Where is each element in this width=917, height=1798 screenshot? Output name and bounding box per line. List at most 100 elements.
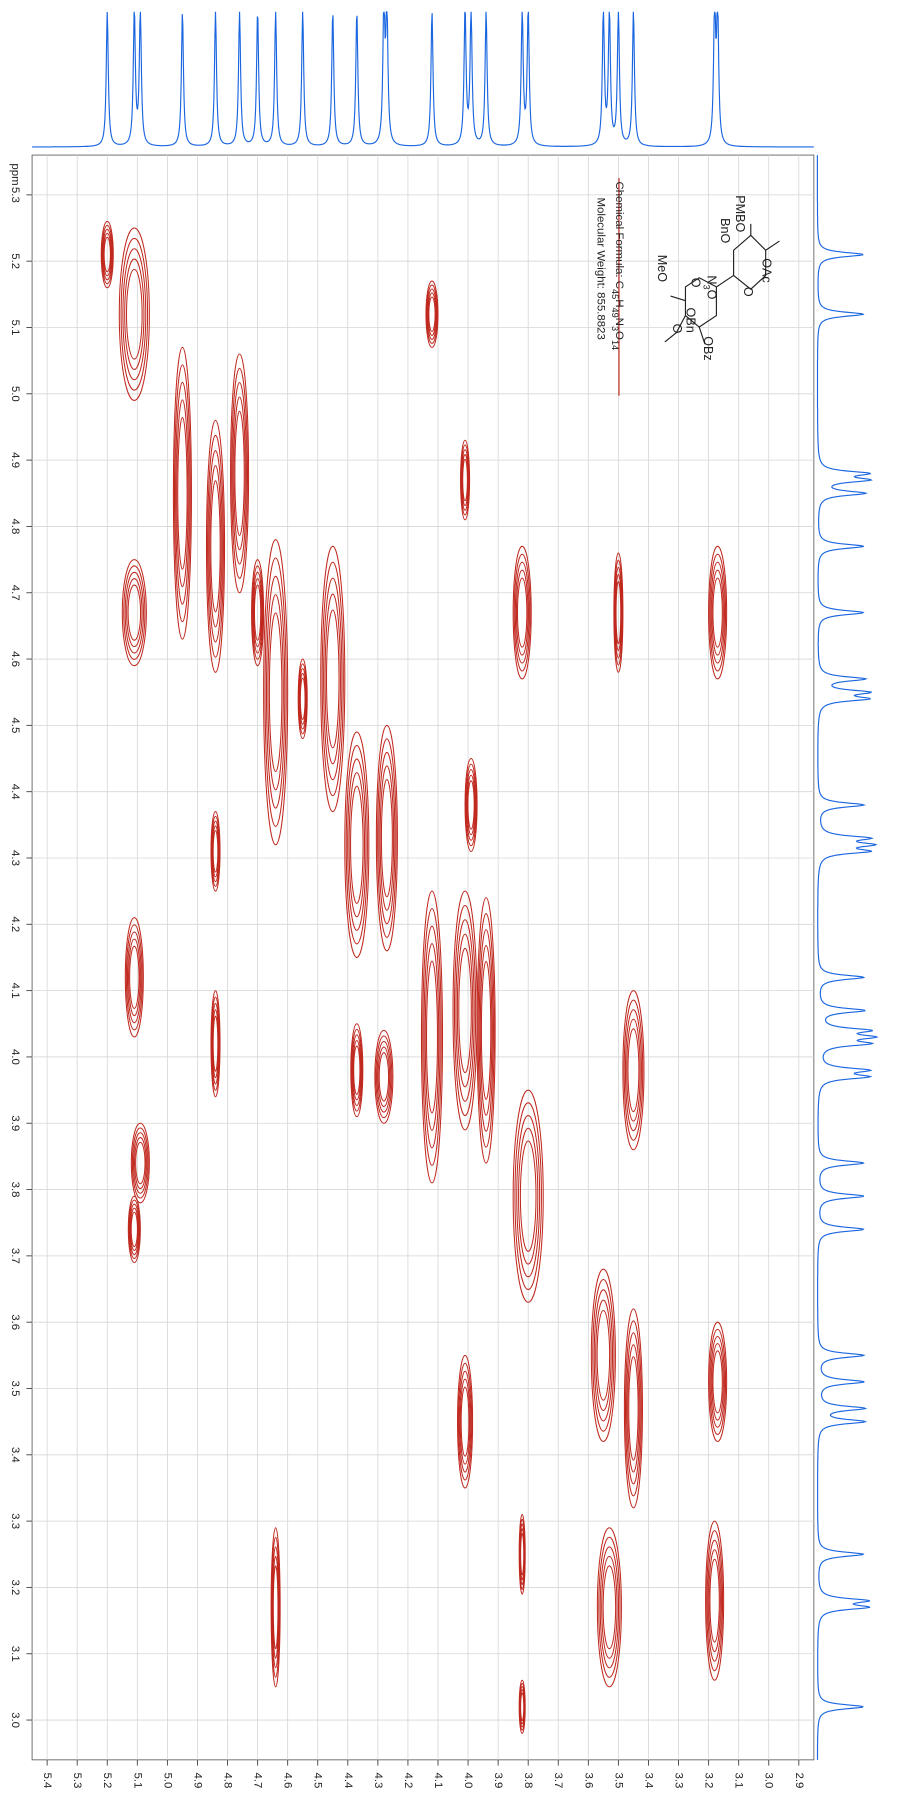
y-tick-label: 4.8 [9,518,21,534]
x-tick-label: 5.3 [71,1773,83,1789]
x-tick-label: 4.9 [191,1773,203,1789]
structure-label: MeO [655,255,669,282]
contour-peak [595,1299,612,1412]
y-tick-label: 3.2 [9,1579,21,1595]
y-tick-label: 3.8 [9,1182,21,1198]
contour-peak [376,1041,392,1113]
x-tick-label: 4.8 [221,1773,233,1789]
contour-peak [207,434,224,658]
contour-peak [707,1539,722,1662]
contour-peak [377,738,397,938]
x-tick-label: 3.6 [582,1773,594,1789]
y-tick-label: 4.5 [9,717,21,733]
contour-peak [515,569,529,656]
contour-peak [251,565,264,660]
contour-peak [478,929,494,1132]
contour-peak [124,258,145,370]
contour-peak [123,565,146,660]
contour-peak [127,1195,141,1264]
contour-peak [712,577,723,648]
contour-peak [627,1344,640,1473]
contour-peak [465,763,477,847]
contour-peak [252,571,263,654]
contour-peak [708,545,728,680]
x-tick-label: 3.2 [703,1773,715,1789]
contour-peak [706,1530,724,1672]
contour-peak [708,1549,721,1653]
contour-peak [461,454,469,506]
contour-peak [129,1207,139,1252]
contour-peak [456,933,474,1088]
contour-peak [177,416,188,570]
contour-peak [265,575,286,809]
contour-peak [103,236,111,273]
contour-peak [601,1555,618,1659]
contour-peak [351,1034,362,1106]
contour-peak [422,908,442,1166]
contour-peak [626,1332,641,1485]
contour-peak [465,769,477,841]
contour-peak [264,557,287,827]
contour-peak [271,1536,281,1678]
contour-peak [128,1199,141,1260]
contour-peak [129,1203,140,1256]
contour-peak [628,1356,639,1461]
contour-peak [518,1127,539,1265]
contour-peak [467,780,475,830]
y-tick-label: 4.7 [9,585,21,601]
contour-peak [125,924,143,1031]
structure-label: OBz [701,336,715,360]
contour-peak [351,1028,363,1112]
contour-peak [211,1002,220,1085]
contour-peak [101,224,114,285]
contour-peak [299,677,306,721]
contour-peak [520,1692,525,1722]
contour-peak [614,573,622,652]
x-tick-label: 5.4 [41,1773,53,1790]
y-tick-label: 4.9 [9,452,21,468]
contour-peak [209,465,222,628]
structure-bonds [664,223,780,345]
contour-peak [321,561,344,797]
contour-peak [135,1141,146,1185]
contour-peak [614,566,623,659]
y-tick-label: 4.1 [9,983,21,999]
contour-peak [457,1354,474,1489]
axes: 5.4 5.3 5.2 5.1 5.0 4.9 4.8 4.7 4.6 4.5 4.4 4.3 4.2 4… [9,187,805,1789]
x-tick-label: 4.6 [282,1773,294,1789]
formula: Chemical Formula: C45H49N3O14 [610,181,625,350]
x-tick-label: 4.0 [462,1773,474,1789]
structure-label: OBn [684,308,698,333]
contour-peak [129,945,140,1009]
contour-peak [476,897,496,1164]
x-tick-label: 4.3 [372,1773,384,1789]
projection-right [816,155,879,1760]
contour-peak [457,1362,473,1481]
y-tick-label: 3.3 [9,1513,21,1529]
contour-peak [211,820,220,883]
contour-peak [175,381,190,605]
structure-label: O [688,278,702,288]
contour-peak [297,658,308,740]
contour-peak [709,1328,727,1435]
contour-peak [590,1268,616,1443]
contour-peak [251,559,265,667]
contour-peak [514,561,530,664]
x-tick-label: 5.0 [161,1773,173,1789]
contour-peak [466,774,476,836]
contour-peak [131,1127,149,1199]
structure-label: PMBO [733,195,747,232]
y-tick-label: 4.0 [9,1049,21,1065]
contour-peak [379,765,395,911]
contour-peak [298,668,307,730]
contour-peak [253,584,262,641]
contour-peak [623,999,644,1141]
contour-peak [130,1122,150,1204]
contour-peak [423,925,441,1149]
contour-peak [460,1386,470,1457]
contour-peak [208,450,223,643]
contour-peak [708,1321,728,1443]
contour-peak [592,1278,615,1432]
structure-label: N3O [701,275,718,299]
contour-peak [710,1335,725,1428]
